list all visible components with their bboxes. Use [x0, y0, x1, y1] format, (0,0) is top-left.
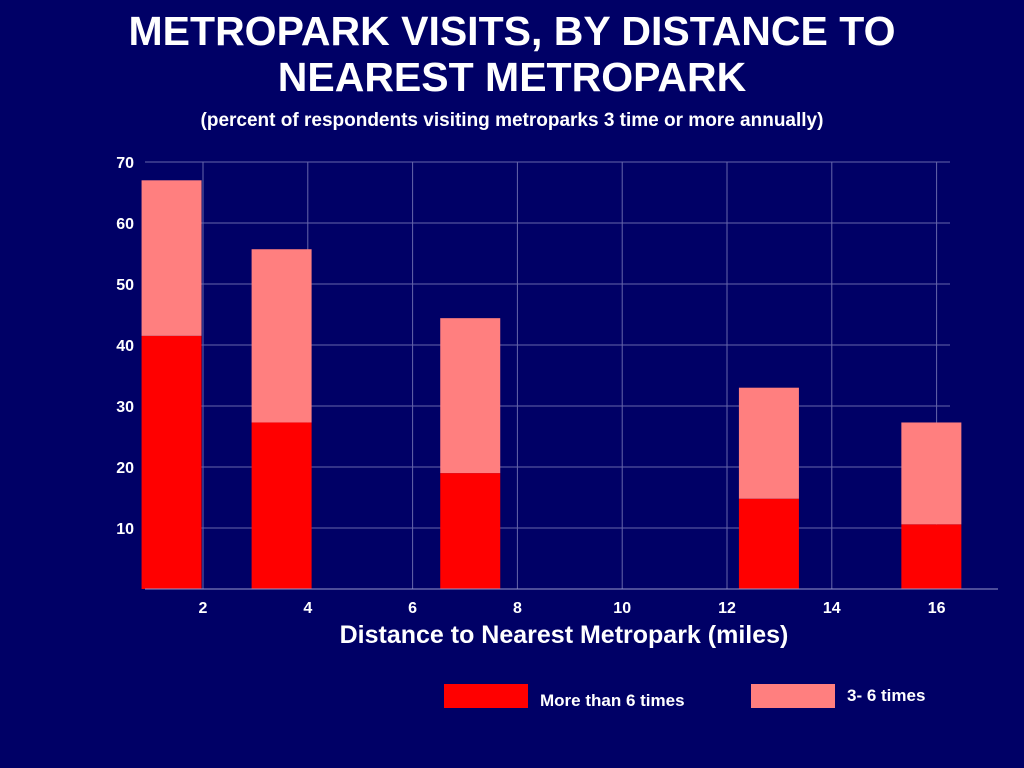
- legend-swatch-more-than-6: [444, 684, 528, 708]
- x-axis-label: Distance to Nearest Metropark (miles): [339, 621, 789, 649]
- legend-swatch-3-6: [751, 684, 835, 708]
- chart-title: METROPARK VISITS, BY DISTANCE TO NEAREST…: [0, 8, 1024, 100]
- x-tick-label-14: 14: [823, 600, 841, 617]
- bar-3-6-x1.4: [141, 180, 202, 336]
- bar-3-6-x3.5: [251, 249, 312, 423]
- y-tick-label-70: 70: [116, 155, 134, 172]
- bar-more-than-6-x15.9: [901, 524, 962, 589]
- x-tick-label-16: 16: [928, 600, 946, 617]
- y-tick-label-20: 20: [116, 460, 134, 477]
- chart-subtitle: (percent of respondents visiting metropa…: [200, 110, 824, 131]
- bar-3-6-x15.9: [901, 422, 962, 525]
- y-tick-label-50: 50: [116, 277, 134, 294]
- y-tick-label-60: 60: [116, 216, 134, 233]
- y-tick-label-30: 30: [116, 399, 134, 416]
- x-tick-label-10: 10: [613, 600, 631, 617]
- y-tick-label-10: 10: [116, 521, 134, 538]
- bar-3-6-x7.1: [440, 318, 501, 474]
- x-tick-label-8: 8: [513, 600, 522, 617]
- chart-title-line-1: METROPARK VISITS, BY DISTANCE TO: [128, 8, 896, 54]
- bar-more-than-6-x3.5: [251, 422, 312, 589]
- y-tick-label-40: 40: [116, 338, 134, 355]
- bar-more-than-6-x12.8: [738, 498, 799, 589]
- x-tick-label-2: 2: [199, 600, 208, 617]
- bar-3-6-x12.8: [738, 387, 799, 499]
- x-tick-label-4: 4: [303, 600, 312, 617]
- bar-more-than-6-x1.4: [141, 335, 202, 589]
- x-tick-label-6: 6: [408, 600, 417, 617]
- legend-label-more-than-6: More than 6 times: [540, 691, 685, 710]
- legend-label-3-6: 3- 6 times: [847, 686, 926, 705]
- x-tick-label-12: 12: [718, 600, 736, 617]
- chart-title-line-2: NEAREST METROPARK: [277, 54, 747, 100]
- bar-more-than-6-x7.1: [440, 473, 501, 589]
